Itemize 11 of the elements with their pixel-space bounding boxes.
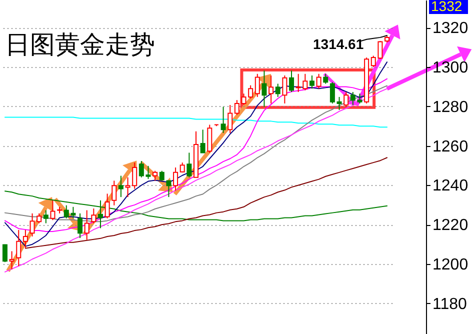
annotation: 1314.61 (313, 36, 364, 52)
text: 1332 (431, 0, 462, 14)
y-tick-label: 1300 (432, 59, 468, 76)
y-tick-label: 1200 (432, 256, 468, 274)
text: 日图黄金走势 (5, 30, 155, 59)
y-tick-label: 1280 (432, 98, 468, 116)
y-tick-label: 1240 (432, 178, 468, 195)
y-tick-label: 1180 (432, 296, 468, 313)
y-tick-label: 1220 (432, 217, 468, 234)
y-tick-label: 1320 (432, 20, 468, 38)
y-tick-label: 1260 (432, 138, 468, 156)
